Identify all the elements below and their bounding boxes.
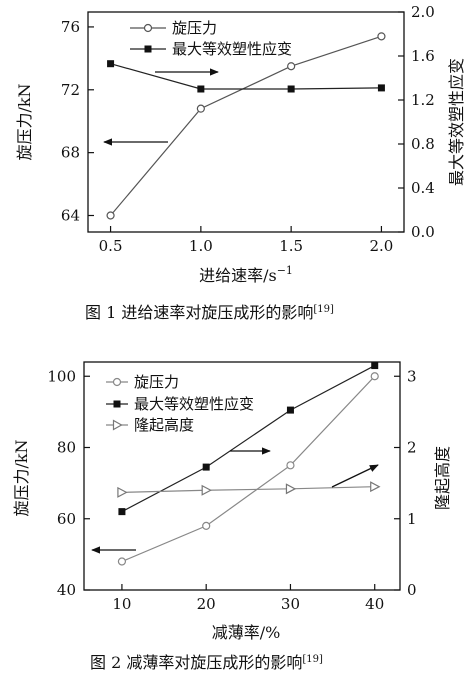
y-left-tick-label: 80 (57, 439, 76, 457)
data-point-series-1 (370, 372, 379, 381)
data-point-series-2 (202, 463, 210, 471)
data-point-series-3 (370, 481, 381, 493)
data-point-series-2 (118, 508, 126, 516)
y-right-tick-label: 0.8 (411, 135, 435, 153)
x-tick-label: 1.0 (189, 237, 213, 255)
x-tick-label: 30 (281, 595, 300, 613)
chart-1-xlabel: 进给速率/s−1 (199, 264, 293, 285)
series-line-2 (110, 63, 382, 90)
data-point-series-1 (117, 557, 127, 566)
data-point-series-2 (286, 406, 294, 414)
x-tick-label: 40 (365, 595, 384, 613)
chart-1-ylabel-left: 旋压力/kN (15, 83, 34, 160)
y-left-tick-label: 68 (61, 144, 80, 162)
chart-2-arrow-right-2 (331, 464, 379, 488)
chart-2-legend-label-1: 旋压力 (134, 373, 179, 391)
legend-marker-circle (112, 377, 122, 387)
data-point-series-1 (202, 521, 211, 530)
chart-2-caption: 图 2 减薄率对旋压成形的影响[19] (90, 653, 323, 672)
series-line-1 (121, 375, 376, 563)
chart-1: 0.5 1.0 1.5 2.0 64 68 72 76 0.0 0.4 0.8 1.2 1.6 2.0 旋… (15, 3, 466, 322)
data-point-series-2 (287, 85, 295, 93)
y-left-tick-label: 100 (47, 367, 76, 385)
y-right-tick-label: 0.0 (411, 223, 435, 241)
legend-marker-circle (143, 23, 153, 33)
x-tick-label: 1.5 (279, 237, 303, 255)
y-left-tick-label: 60 (57, 510, 76, 528)
y-right-tick-label: 0 (407, 581, 417, 599)
x-tick-label: 2.0 (369, 237, 393, 255)
chart-2-legend-label-2: 最大等效塑性应变 (134, 395, 254, 413)
data-point-series-2 (107, 60, 115, 68)
y-left-tick-label: 40 (57, 581, 76, 599)
y-right-tick-label: 1.2 (411, 91, 435, 109)
series-line-2 (121, 365, 376, 513)
x-tick-label: 20 (197, 595, 216, 613)
chart-1-legend-label-2: 最大等效塑性应变 (172, 40, 292, 58)
chart-2-ylabel-left: 旋压力/kN (12, 439, 31, 516)
data-point-series-1 (106, 211, 115, 220)
y-left-tick-label: 72 (61, 81, 80, 99)
chart-2-plot-frame (83, 361, 401, 591)
data-point-series-2 (371, 362, 379, 370)
y-left-tick-label: 76 (61, 18, 80, 36)
data-point-series-2 (197, 85, 205, 93)
chart-1-legend: 旋压力 最大等效塑性应变 (130, 19, 292, 58)
chart-1-ylabel-right: 最大等效塑性应变 (447, 58, 466, 186)
y-right-tick-label: 1 (407, 510, 417, 528)
x-tick-label: 0.5 (99, 237, 123, 255)
chart-2-legend-label-3: 隆起高度 (134, 416, 194, 434)
y-left-tick-label: 64 (61, 207, 80, 225)
data-point-series-2 (377, 84, 385, 92)
y-right-tick-label: 0.4 (411, 179, 435, 197)
chart-2-ylabel-right: 隆起高度 (433, 446, 452, 510)
chart-1-plot-frame (87, 11, 405, 233)
data-point-series-1 (286, 461, 295, 470)
y-right-tick-label: 3 (407, 367, 417, 385)
legend-marker-square (144, 45, 152, 53)
series-line-3 (121, 486, 375, 493)
series-line-1 (110, 35, 382, 216)
data-point-series-3 (285, 483, 297, 495)
y-right-tick-label: 2.0 (411, 3, 435, 21)
chart-1-caption: 图 1 进给速率对旋压成形的影响[19] (85, 303, 334, 322)
chart-2-xlabel: 减薄率/% (212, 623, 281, 642)
chart-2-legend: 旋压力 最大等效塑性应变 隆起高度 (106, 373, 254, 434)
y-right-tick-label: 1.6 (411, 47, 435, 65)
y-right-tick-label: 2 (407, 439, 417, 457)
x-tick-label: 10 (112, 595, 131, 613)
data-point-series-1 (287, 62, 296, 71)
legend-marker-square (113, 400, 121, 408)
chart-1-legend-label-1: 旋压力 (172, 19, 217, 37)
data-point-series-3 (117, 486, 128, 498)
data-point-series-1 (377, 32, 386, 41)
data-point-series-3 (201, 484, 212, 496)
legend-marker-triangle (112, 419, 123, 431)
data-point-series-1 (196, 104, 205, 113)
